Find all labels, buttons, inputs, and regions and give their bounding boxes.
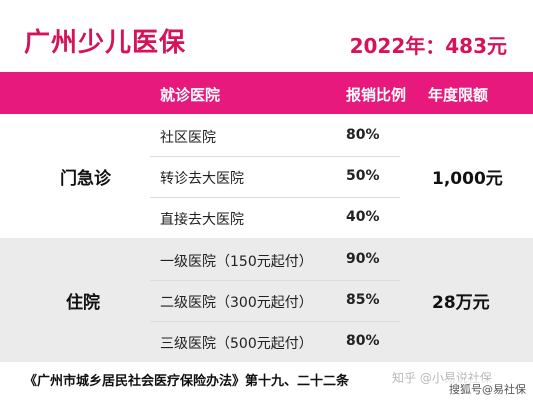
table-row-hospital: 社区医院 (160, 130, 216, 146)
category-inpatient: 住院 (66, 293, 100, 313)
annual-price: 2022年：483元 (349, 34, 507, 58)
table-row-hospital: 一级医院（150元起付） (160, 254, 313, 270)
column-header-limit: 年度限额 (428, 86, 489, 104)
table-row-ratio: 40% (346, 209, 380, 225)
table-header-bar: 就诊医院 报销比例 年度限额 (0, 72, 533, 114)
column-header-hospital: 就诊医院 (160, 86, 221, 104)
table-row-hospital: 二级医院（300元起付） (160, 295, 313, 311)
inpatient-section (0, 238, 533, 362)
row-divider (150, 280, 400, 281)
table-row-hospital: 三级医院（500元起付） (160, 336, 313, 352)
row-divider (150, 156, 400, 157)
outpatient-section (0, 114, 533, 238)
table-row-ratio: 80% (346, 333, 380, 349)
category-outpatient: 门急诊 (60, 169, 111, 189)
table-row-ratio: 80% (346, 127, 380, 143)
row-divider (150, 197, 400, 198)
limit-outpatient: 1,000元 (432, 169, 503, 189)
table-row-ratio: 85% (346, 292, 380, 308)
table-row-ratio: 90% (346, 251, 380, 267)
column-header-ratio: 报销比例 (346, 86, 407, 104)
page-title: 广州少儿医保 (24, 28, 187, 58)
table-row-ratio: 50% (346, 168, 380, 184)
table-row-hospital: 转诊去大医院 (160, 171, 244, 187)
sohu-watermark: 搜狐号@易社保 (446, 380, 529, 398)
limit-inpatient: 28万元 (432, 293, 490, 313)
source-note: 《广州市城乡居民社会医疗保险办法》第十九、二十二条 (24, 374, 350, 389)
table-row-hospital: 直接去大医院 (160, 212, 244, 228)
row-divider (150, 321, 400, 322)
